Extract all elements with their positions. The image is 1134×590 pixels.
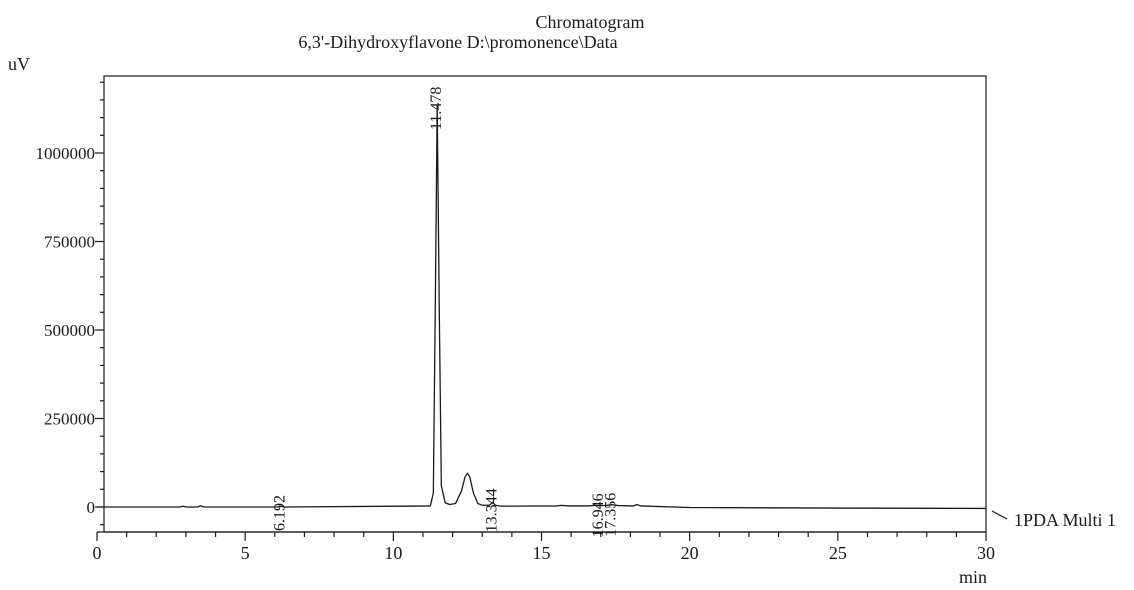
x-axis-label: min <box>959 567 987 587</box>
chart-subtitle: 6,3'-Dihydroxyflavone D:\promonence\Data <box>298 32 617 52</box>
peak-label: 11.478 <box>428 87 445 130</box>
y-axis-label: uV <box>8 54 30 74</box>
y-tick-label: 250000 <box>44 410 95 429</box>
y-tick-label: 1000000 <box>36 144 96 163</box>
peak-label: 17.356 <box>602 493 619 537</box>
y-tick-label: 500000 <box>44 321 95 340</box>
x-tick-label: 5 <box>241 543 250 563</box>
y-axis-ticks: 0 250000 500000 750000 1000000 <box>36 81 104 526</box>
y-tick-label: 0 <box>87 498 96 517</box>
series-layer <box>97 105 987 510</box>
plot-frame <box>103 75 987 533</box>
x-tick-label: 30 <box>977 543 995 563</box>
y-tick-label: 750000 <box>44 233 95 252</box>
x-tick-label: 0 <box>93 543 102 563</box>
x-tick-label: 10 <box>384 543 402 563</box>
x-tick-label: 15 <box>533 543 551 563</box>
chart-title: Chromatogram <box>536 12 645 32</box>
peak-label: 16.946 <box>590 493 607 537</box>
series-label-leader <box>991 510 1008 520</box>
series-label: 1PDA Multi 1 <box>1014 510 1116 530</box>
peak-label: 13.344 <box>483 488 500 532</box>
x-tick-label: 25 <box>829 543 847 563</box>
chromatogram-trace <box>97 105 987 510</box>
x-axis-ticks: 0 5 10 15 20 25 30 <box>93 532 995 563</box>
peak-label: 6.192 <box>271 495 288 531</box>
x-tick-label: 20 <box>681 543 699 563</box>
